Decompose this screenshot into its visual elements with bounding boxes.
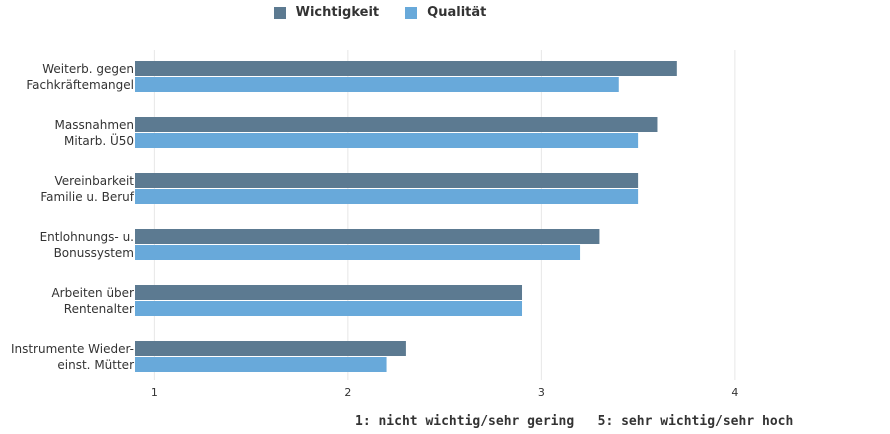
category-label-5-0: Instrumente Wieder- — [11, 342, 134, 356]
bar-wichtigkeit-3 — [135, 229, 600, 244]
category-label-0-1: Fachkräftemangel — [26, 78, 134, 92]
bar-wichtigkeit-2 — [135, 173, 639, 188]
bar-qualitaet-2 — [135, 189, 639, 204]
category-label-2-0: Vereinbarkeit — [55, 174, 135, 188]
legend-label-qualitaet: Qualität — [427, 5, 487, 20]
bar-qualitaet-1 — [135, 133, 639, 148]
scale-footnote: 1: nicht wichtig/sehr gering 5: sehr wic… — [355, 414, 794, 429]
x-tick-label-3: 3 — [538, 386, 545, 399]
chart-legend: Wichtigkeit Qualität — [0, 5, 760, 20]
category-label-0-0: Weiterb. gegen — [42, 62, 134, 76]
category-label-4-0: Arbeiten über — [51, 286, 134, 300]
x-tick-label-2: 2 — [344, 386, 351, 399]
bar-wichtigkeit-0 — [135, 61, 677, 76]
x-tick-label-1: 1 — [151, 386, 158, 399]
legend-item-wichtigkeit[interactable]: Wichtigkeit — [273, 5, 380, 20]
bar-wichtigkeit-4 — [135, 285, 523, 300]
category-label-4-1: Rentenalter — [64, 302, 134, 316]
category-label-3-1: Bonussystem — [54, 246, 134, 260]
bar-qualitaet-3 — [135, 245, 581, 260]
legend-label-wichtigkeit: Wichtigkeit — [295, 5, 380, 20]
bar-wichtigkeit-1 — [135, 117, 658, 132]
legend-swatch-qualitaet — [405, 6, 418, 19]
category-label-3-0: Entlohnungs- u. — [40, 230, 134, 244]
category-label-1-0: Massnahmen — [55, 118, 134, 132]
bar-qualitaet-5 — [135, 357, 387, 372]
legend-swatch-wichtigkeit — [273, 6, 286, 19]
x-tick-label-4: 4 — [731, 386, 738, 399]
legend-item-qualitaet[interactable]: Qualität — [405, 5, 486, 20]
bar-wichtigkeit-5 — [135, 341, 406, 356]
category-label-5-1: einst. Mütter — [57, 358, 134, 372]
category-label-2-1: Familie u. Beruf — [40, 190, 134, 204]
bar-qualitaet-0 — [135, 77, 619, 92]
category-label-1-1: Mitarb. Ü50 — [64, 132, 134, 148]
bar-qualitaet-4 — [135, 301, 523, 316]
